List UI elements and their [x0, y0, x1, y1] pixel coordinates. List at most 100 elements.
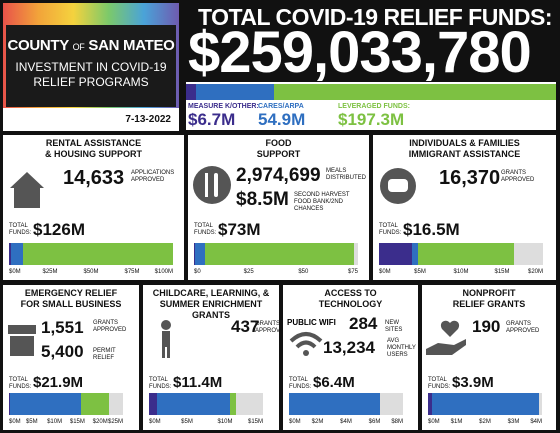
- date: 7-13-2022: [125, 114, 171, 125]
- tick-label: $0M: [9, 419, 21, 425]
- total-funds-label: TOTAL FUNDS:: [289, 377, 312, 390]
- bar-segment: [80, 393, 109, 415]
- legend-value: $197.3M: [338, 110, 405, 129]
- subtitle: INVESTMENT IN COVID-19 RELIEF PROGRAMS: [15, 60, 167, 89]
- funds-bar: [379, 243, 543, 265]
- stat-label: GRANTS APPROVED: [506, 321, 540, 334]
- card-technology: ACCESS TO TECHNOLOGY PUBLIC WIFI 284 NEW …: [283, 285, 418, 430]
- legend-label: MEASURE K/OTHER:: [188, 103, 259, 110]
- tick-labels: $0M $5M $10M $15M $20M: [379, 269, 543, 277]
- stat-value: 16,370: [439, 167, 501, 189]
- bar-segment: [195, 84, 275, 100]
- card-nonprofit: NONPROFIT RELIEF GRANTS 190 GRANTS APPROV…: [422, 285, 556, 430]
- tick-label: $10M: [217, 419, 233, 425]
- tick-labels: $0M $5M $10M $15M $20M $25M: [9, 419, 123, 427]
- tick-label: $15M: [494, 269, 510, 275]
- total-amount: $259,033,780: [188, 20, 532, 85]
- total-funds-label: TOTAL FUNDS:: [379, 223, 402, 236]
- stat-value: 284: [349, 314, 378, 333]
- card-title: RENTAL ASSISTANCE: [45, 138, 142, 148]
- tick-label: $1M: [450, 419, 463, 425]
- tick-label: $100M: [154, 269, 173, 275]
- tick-label: $5M: [414, 269, 426, 275]
- tick-label: $50: [298, 269, 309, 275]
- bar-segment: [428, 393, 433, 415]
- tick-label: $0M: [428, 419, 440, 425]
- tick-label: $0: [194, 269, 201, 275]
- bar-segment: [432, 393, 540, 415]
- bar-segment: [411, 243, 418, 265]
- stat-value: 2,974,699: [236, 165, 321, 186]
- tick-label: $20M: [527, 269, 543, 275]
- card-title: ACCESS TO: [324, 288, 377, 298]
- stat2-value: 13,234: [323, 338, 375, 357]
- stat-value: 437: [231, 317, 260, 336]
- tick-label: $2M: [479, 419, 491, 425]
- stat-label: GRANTS APPROVED: [93, 320, 127, 333]
- bar-segment: [22, 243, 173, 265]
- tick-label: $5M: [181, 419, 193, 425]
- house-icon: [10, 172, 44, 208]
- stat-label: NEW SITES: [385, 320, 403, 333]
- bar-segment: [289, 393, 381, 415]
- stat2-label: SECOND HARVEST FOOD BANK/2ND CHANCES: [294, 192, 350, 212]
- stat2-label: PERMIT RELIEF: [93, 348, 116, 361]
- tick-label: $20M: [92, 419, 108, 425]
- tick-label: $6M: [368, 419, 381, 425]
- total-funds-value: $11.4M: [173, 374, 223, 391]
- card-title: IMMIGRANT ASSISTANCE: [408, 149, 521, 159]
- tick-label: $10M: [47, 419, 63, 425]
- card-title: FOR SMALL BUSINESS: [20, 299, 122, 309]
- tick-labels: $0M $2M $4M $6M $8M: [289, 419, 403, 427]
- tick-label: $15M: [69, 419, 85, 425]
- hand-icon: [380, 168, 416, 204]
- bar-segment: [204, 243, 354, 265]
- tick-label: $0M: [149, 419, 161, 425]
- total-funds-label: TOTAL FUNDS:: [9, 223, 32, 236]
- card-rental: RENTAL ASSISTANCE & HOUSING SUPPORT 14,63…: [3, 135, 184, 280]
- total-funds-label: TOTAL FUNDS:: [9, 377, 32, 390]
- public-wifi-label: PUBLIC WIFI: [287, 318, 336, 327]
- tick-label: $0M: [379, 269, 391, 275]
- funds-bar: [428, 393, 542, 415]
- tick-labels: $0 $25 $50 $75: [194, 269, 358, 277]
- wifi-icon: [289, 332, 323, 356]
- bar-segment: [195, 243, 205, 265]
- card-title: SUMMER ENRICHMENT GRANTS: [159, 299, 263, 320]
- funds-bar: [194, 243, 358, 265]
- total-funds-label: TOTAL FUNDS:: [428, 377, 451, 390]
- title-box: COUNTY OF SAN MATEO INVESTMENT IN COVID-…: [3, 3, 179, 131]
- bar-segment: [274, 84, 556, 100]
- bar-segment: [417, 243, 515, 265]
- stat-value: 1,551: [41, 318, 84, 337]
- bar-segment: [9, 393, 81, 415]
- legend-label: LEVERAGED FUNDS:: [338, 103, 410, 110]
- stat-value: 190: [472, 317, 501, 336]
- child-icon: [161, 320, 171, 358]
- legend-value: $6.7M: [188, 110, 236, 129]
- tick-labels: $0M $1M $2M $3M $4M: [428, 419, 542, 427]
- card-title: FOOD: [265, 138, 292, 148]
- bar-segment: [156, 393, 230, 415]
- tick-label: $4M: [340, 419, 352, 425]
- stat-value: 14,633: [63, 167, 125, 189]
- of-word: OF: [72, 42, 85, 52]
- tick-label: $75M: [124, 269, 140, 275]
- stat2-value: 5,400: [41, 342, 84, 361]
- tick-label: $25M: [107, 419, 123, 425]
- legend-value: 54.9M: [258, 110, 306, 129]
- stat-label: MEALS DISTRIBUTED: [326, 168, 367, 181]
- funds-bar: [149, 393, 263, 415]
- card-title: & HOUSING SUPPORT: [44, 149, 142, 159]
- bar-segment: [149, 393, 157, 415]
- card-title: SUPPORT: [256, 149, 301, 159]
- storefront-icon: [8, 325, 36, 356]
- total-funds-value: $16.5M: [403, 220, 460, 239]
- card-title: EMERGENCY RELIEF: [24, 288, 118, 298]
- funds-bar: [289, 393, 403, 415]
- card-title: NONPROFIT: [462, 288, 516, 298]
- bar-segment: [379, 243, 412, 265]
- tick-label: $25: [243, 269, 254, 275]
- legend-label: CARES/ARPA: [258, 103, 304, 110]
- bar-segment: [194, 243, 196, 265]
